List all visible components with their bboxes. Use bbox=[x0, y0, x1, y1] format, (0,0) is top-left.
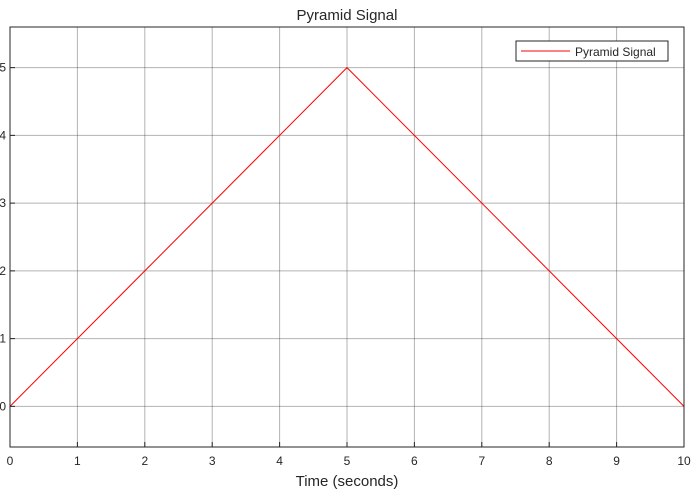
tick-labels: 0 1 2 3 4 5 6 7 8 9 10 0 1 2 3 4 5 bbox=[0, 61, 691, 468]
plot-area bbox=[10, 27, 684, 447]
x-tick-label: 4 bbox=[276, 454, 283, 468]
x-axis-label: Time (seconds) bbox=[296, 473, 399, 490]
x-tick-label: 8 bbox=[546, 454, 553, 468]
y-tick-label: 1 bbox=[0, 332, 6, 346]
y-tick-label: 5 bbox=[0, 61, 6, 75]
x-tick-label: 3 bbox=[209, 454, 216, 468]
series-line bbox=[9, 66, 685, 407]
y-tick-label: 2 bbox=[0, 264, 6, 278]
series-layer bbox=[9, 66, 685, 407]
chart-title: Pyramid Signal bbox=[297, 7, 398, 24]
x-tick-label: 5 bbox=[344, 454, 351, 468]
x-tick-label: 2 bbox=[141, 454, 148, 468]
x-tick-label: 6 bbox=[411, 454, 418, 468]
y-tick-label: 4 bbox=[0, 128, 6, 142]
legend-box bbox=[515, 40, 669, 62]
legend: Pyramid Signal bbox=[515, 40, 669, 62]
x-tick-label: 0 bbox=[7, 454, 14, 468]
x-tick-label: 9 bbox=[613, 454, 620, 468]
y-tick-label: 3 bbox=[0, 196, 6, 210]
y-tick-label: 0 bbox=[0, 399, 6, 413]
legend-label: Pyramid Signal bbox=[575, 45, 656, 59]
x-tick-label: 1 bbox=[74, 454, 81, 468]
x-tick-label: 7 bbox=[478, 454, 485, 468]
x-tick-label: 10 bbox=[677, 454, 691, 468]
